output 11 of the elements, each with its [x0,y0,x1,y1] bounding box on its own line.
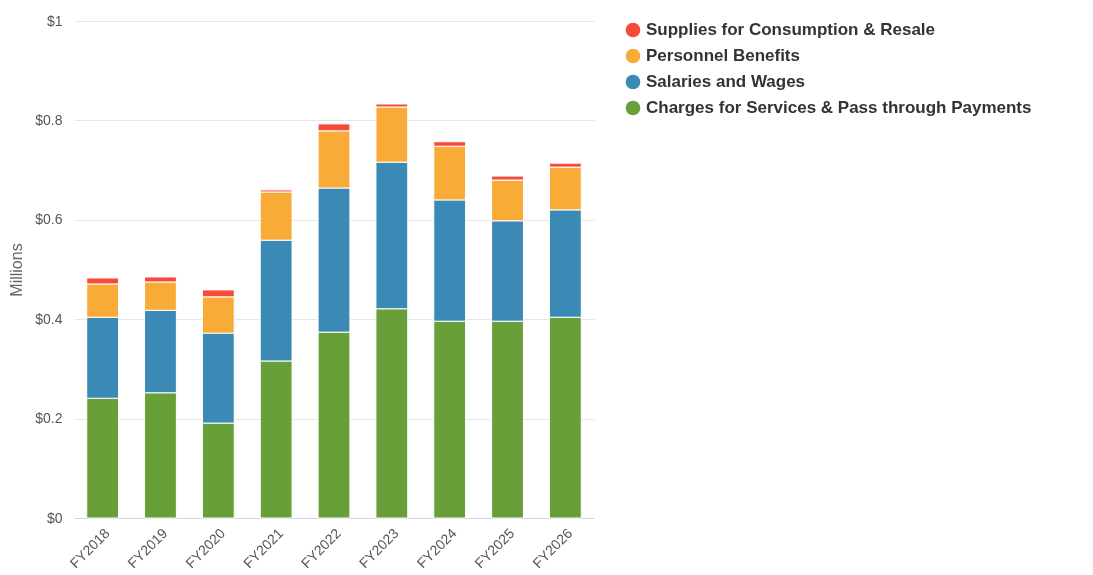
y-tick-label: $0 [46,509,63,526]
legend-label: Supplies for Consumption & Resale [646,20,936,39]
y-axis-title: Millions [8,243,26,297]
legend-label: Charges for Services & Pass through Payments [646,98,1032,117]
y-tick-label: $0.2 [35,410,63,427]
y-tick-label: $0.8 [35,111,63,128]
y-tick-label: $0.4 [35,310,63,327]
legend-label: Personnel Benefits [646,46,800,65]
y-tick-label: $0.6 [35,211,63,228]
legend-label: Salaries and Wages [646,72,806,91]
y-tick-label: $1 [46,12,63,29]
